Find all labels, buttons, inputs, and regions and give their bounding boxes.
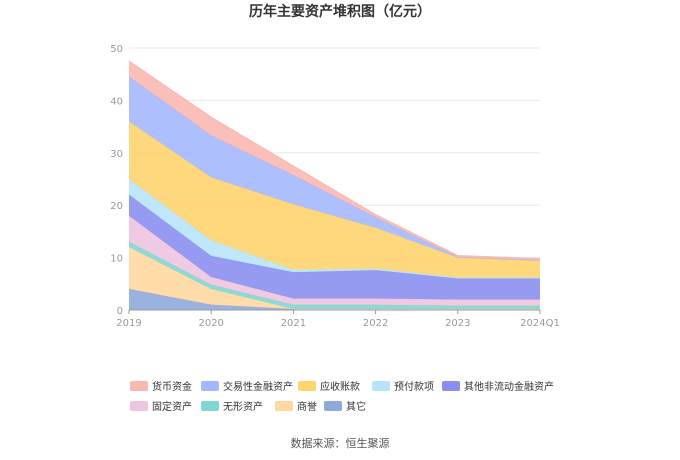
legend-item[interactable]: 其他非流动金融资产 (442, 380, 554, 393)
legend-label: 预付款项 (394, 380, 434, 393)
legend-label: 商誉 (297, 400, 317, 413)
axes: 0 10 20 30 40 50 2019 2020 2021 2022 2023 2024Q1 (110, 44, 560, 329)
x-tick-label: 2019 (116, 318, 141, 329)
area-edge-货币资金 (128, 60, 541, 260)
y-tick-label: 50 (110, 44, 123, 55)
legend-swatch (201, 401, 219, 411)
y-tick-label: 30 (110, 149, 123, 160)
legend-swatch (275, 401, 293, 411)
legend-label: 交易性金融资产 (223, 380, 293, 393)
legend-item[interactable]: 无形资产 (201, 400, 263, 413)
y-tick-label: 0 (117, 306, 123, 317)
area-应收账款 (129, 121, 540, 278)
legend-label: 固定资产 (152, 400, 192, 413)
y-tick-label: 20 (110, 201, 123, 212)
area-其他非流动金融资产 (129, 194, 540, 300)
legend-label: 应收账款 (320, 380, 360, 393)
area-交易性金融资产 (129, 76, 540, 261)
plot-area (128, 60, 541, 310)
area-预付款项 (129, 179, 540, 279)
y-tick-label: 10 (110, 254, 123, 265)
area-其它 (129, 289, 540, 310)
x-tick-label: 2020 (198, 318, 223, 329)
chart-title: 历年主要资产堆积图（亿元） (249, 3, 431, 20)
x-tick-label: 2021 (281, 318, 306, 329)
legend-swatch (201, 381, 219, 391)
legend-label: 其他非流动金融资产 (464, 380, 554, 393)
x-tick-label: 2023 (445, 318, 470, 329)
legend-item[interactable]: 其它 (324, 400, 366, 413)
x-tick-label: 2024Q1 (520, 318, 560, 329)
legend-swatch (372, 381, 390, 391)
x-tick-label: 2022 (363, 318, 388, 329)
y-tick-label: 40 (110, 96, 123, 107)
legend-label: 其它 (346, 400, 366, 413)
legend-swatch (298, 381, 316, 391)
legend-item[interactable]: 预付款项 (372, 380, 434, 393)
area-固定资产 (129, 215, 540, 306)
legend-item[interactable]: 商誉 (275, 400, 317, 413)
source-note: 数据来源：恒生聚源 (291, 436, 390, 450)
area-无形资产 (129, 241, 540, 309)
legend-item[interactable]: 固定资产 (130, 400, 192, 413)
legend-swatch (130, 381, 148, 391)
legend-swatch (130, 401, 148, 411)
legend-label: 货币资金 (152, 380, 192, 393)
legend-label: 无形资产 (223, 400, 263, 413)
legend-swatch (442, 381, 460, 391)
legend-item[interactable]: 交易性金融资产 (201, 380, 293, 393)
legend-item[interactable]: 应收账款 (298, 380, 360, 393)
legend-item[interactable]: 货币资金 (130, 380, 192, 393)
legend-swatch (324, 401, 342, 411)
